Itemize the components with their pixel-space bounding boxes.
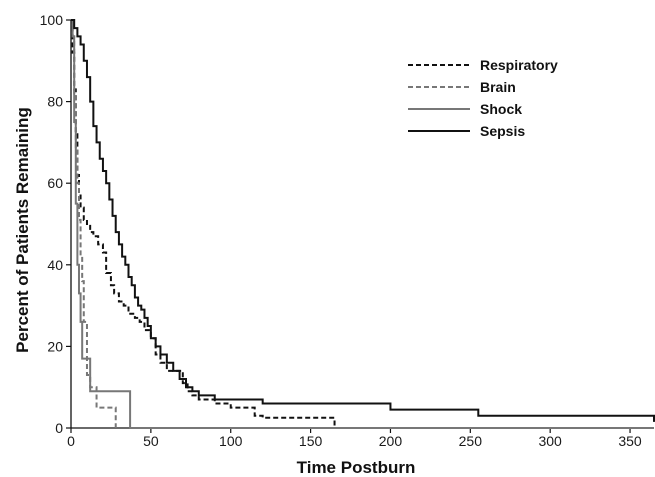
x-tick-label: 0 xyxy=(67,433,75,449)
axes: 0 50 100 150 200 250 300 350 0 20 40 60 80 100 xyxy=(40,12,654,449)
x-axis-label: Time Postburn xyxy=(297,458,416,477)
legend: Respiratory Brain Shock Sepsis xyxy=(408,57,558,139)
x-tick-label: 350 xyxy=(618,433,642,449)
x-tick-label: 200 xyxy=(379,433,403,449)
legend-label-brain: Brain xyxy=(480,79,516,95)
legend-label-shock: Shock xyxy=(480,101,522,117)
x-tick-label: 250 xyxy=(459,433,483,449)
y-tick-label: 20 xyxy=(47,338,63,354)
y-tick-label: 60 xyxy=(47,175,63,191)
series-line-shock xyxy=(71,19,654,429)
y-tick-label: 40 xyxy=(47,257,63,273)
x-tick-label: 300 xyxy=(538,433,562,449)
series-layer xyxy=(71,19,655,429)
x-tick-label: 50 xyxy=(143,433,159,449)
x-tick-label: 100 xyxy=(219,433,243,449)
series-line-sepsis xyxy=(71,19,655,422)
x-tick-label: 150 xyxy=(299,433,323,449)
y-tick-label: 100 xyxy=(40,12,64,28)
legend-label-respiratory: Respiratory xyxy=(480,57,558,73)
y-tick-label: 0 xyxy=(55,420,63,436)
y-tick-label: 80 xyxy=(47,94,63,110)
legend-label-sepsis: Sepsis xyxy=(480,123,525,139)
y-axis-label: Percent of Patients Remaining xyxy=(13,107,32,353)
series-line-respiratory xyxy=(71,19,336,428)
